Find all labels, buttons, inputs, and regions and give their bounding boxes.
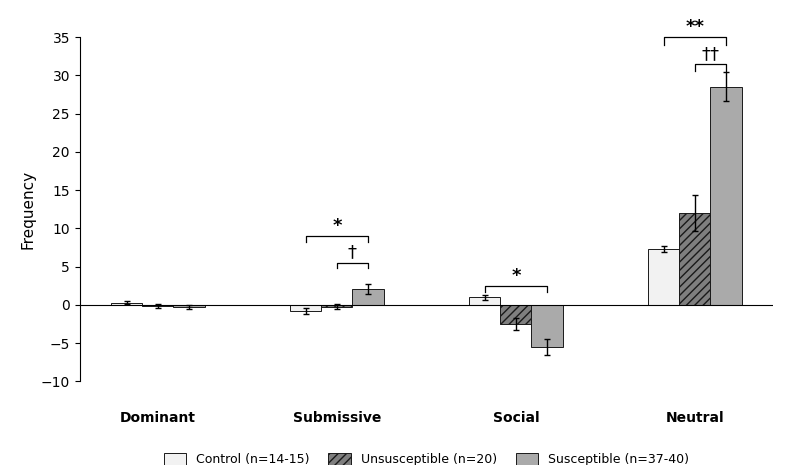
Bar <box>352 289 383 305</box>
Text: *: * <box>332 217 342 235</box>
Bar <box>290 305 321 311</box>
Bar <box>532 305 563 347</box>
Text: **: ** <box>685 18 705 36</box>
Bar <box>143 305 174 306</box>
Bar <box>710 87 741 305</box>
Bar <box>112 303 143 305</box>
Bar <box>501 305 532 324</box>
Text: ††: †† <box>701 45 720 63</box>
Bar <box>174 305 205 307</box>
Text: †: † <box>348 244 357 262</box>
Text: *: * <box>511 266 520 285</box>
Bar <box>469 297 501 305</box>
Bar <box>321 305 352 307</box>
Legend: Control (n=14-15), Unsusceptible (n=20), Susceptible (n=37-40): Control (n=14-15), Unsusceptible (n=20),… <box>159 448 694 465</box>
Y-axis label: Frequency: Frequency <box>20 170 35 249</box>
Bar <box>648 249 679 305</box>
Bar <box>679 213 710 305</box>
